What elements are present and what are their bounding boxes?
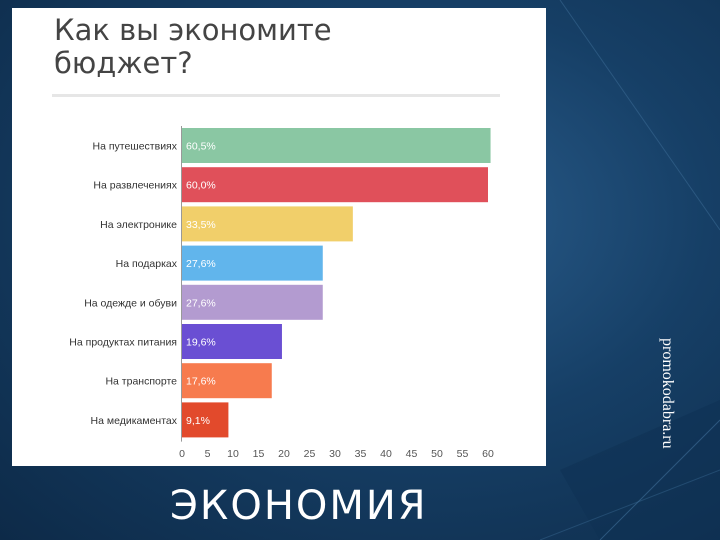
data-label: 60,5% [186,141,216,153]
category-label: На одежде и обуви [84,297,177,309]
x-tick-label: 40 [380,448,392,460]
bar [182,206,353,242]
category-label: На развлечениях [93,180,177,192]
x-tick-label: 50 [431,448,443,460]
x-tick-label: 25 [304,448,316,460]
data-label: 19,6% [186,337,216,349]
slide-title: ЭКОНОМИЯ [170,483,428,529]
data-label: 33,5% [186,219,216,231]
x-tick-label: 55 [457,448,469,460]
bar [182,363,272,399]
bar-chart: На путешествиях 60,5% На развлечениях 60,0%… [69,126,494,460]
data-label: 27,6% [186,297,216,309]
data-label: 17,6% [186,376,216,388]
x-tick-label: 45 [406,448,418,460]
x-tick-label: 10 [227,448,239,460]
category-label: На продуктах питания [69,337,177,349]
x-tick-label: 5 [205,448,211,460]
bar [182,245,323,281]
category-label: На подарках [116,258,178,270]
bar [182,284,323,320]
category-label: На медикаментах [91,415,178,427]
data-label: 27,6% [186,258,216,270]
x-tick-label: 20 [278,448,290,460]
title-divider [52,94,500,97]
chart-title: Как вы экономите бюджет? [54,13,332,80]
chart-card: Как вы экономите бюджет? На путешествиях… [12,8,546,466]
category-label: На путешествиях [92,141,177,153]
bar [182,324,282,359]
watermark-text: promokodabra.ru [659,338,676,449]
x-tick-label: 15 [253,448,265,460]
category-label: На электронике [100,219,177,231]
bar [182,128,491,163]
x-tick-label: 30 [329,448,341,460]
bar [182,402,229,438]
data-label: 9,1% [186,415,210,427]
x-tick-label: 0 [179,448,185,460]
data-label: 60,0% [186,180,216,192]
bar [182,167,488,203]
x-tick-label: 60 [482,448,494,460]
category-label: На транспорте [105,376,177,388]
x-tick-label: 35 [355,448,367,460]
